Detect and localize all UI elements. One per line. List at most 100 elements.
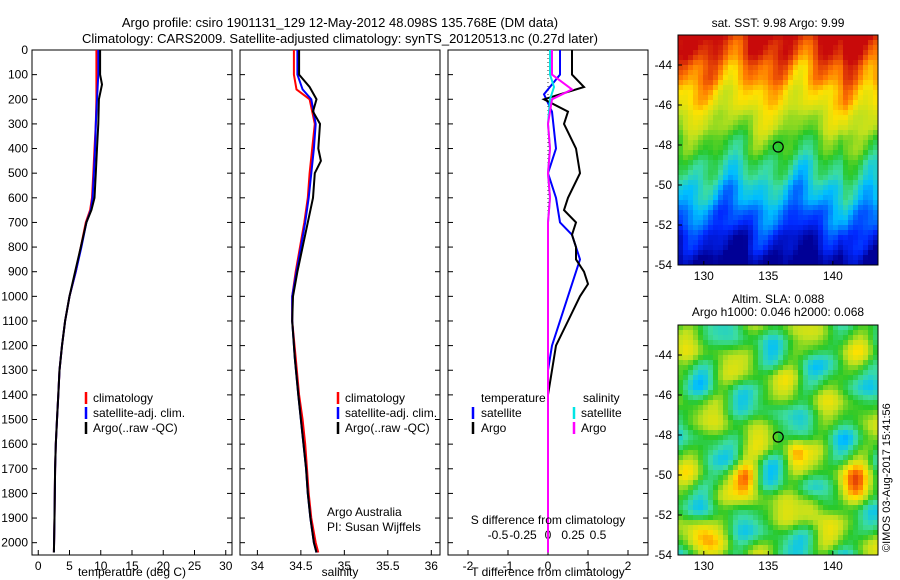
heatmap-cell xyxy=(783,520,789,526)
heatmap-cell xyxy=(723,355,729,361)
heatmap-cell xyxy=(788,120,794,126)
heatmap-cell xyxy=(723,340,729,346)
heatmap-cell xyxy=(733,380,739,386)
heatmap-cell xyxy=(863,155,869,161)
heatmap-cell xyxy=(688,205,694,211)
heatmap-cell xyxy=(783,165,789,171)
heatmap-cell xyxy=(778,130,784,136)
heatmap-cell xyxy=(813,100,819,106)
heatmap-cell xyxy=(813,45,819,51)
heatmap-cell xyxy=(868,415,874,421)
heatmap-cell xyxy=(728,495,734,501)
heatmap-cell xyxy=(828,515,834,521)
heatmap-cell xyxy=(783,415,789,421)
heatmap-cell xyxy=(678,225,684,231)
heatmap-cell xyxy=(703,55,709,61)
heatmap-cell xyxy=(793,255,799,261)
heatmap-cell xyxy=(863,455,869,461)
heatmap-cell xyxy=(723,470,729,476)
heatmap-cell xyxy=(823,135,829,141)
heatmap-cell xyxy=(693,95,699,101)
heatmap-cell xyxy=(718,105,724,111)
heatmap-cell xyxy=(778,155,784,161)
heatmap-cell xyxy=(713,50,719,56)
heatmap-cell xyxy=(748,230,754,236)
heatmap-cell xyxy=(718,130,724,136)
heatmap-cell xyxy=(808,335,814,341)
heatmap-cell xyxy=(733,480,739,486)
heatmap-cell xyxy=(868,105,874,111)
heatmap-cell xyxy=(753,515,759,521)
heatmap-cell xyxy=(678,440,684,446)
heatmap-cell xyxy=(683,190,689,196)
heatmap-cell xyxy=(723,170,729,176)
heatmap-cell xyxy=(783,235,789,241)
heatmap-cell xyxy=(808,260,814,266)
heatmap-cell xyxy=(688,240,694,246)
heatmap-cell xyxy=(853,500,859,506)
heatmap-cell xyxy=(753,40,759,46)
heatmap-cell xyxy=(828,440,834,446)
heatmap-cell xyxy=(718,190,724,196)
heatmap-cell xyxy=(803,170,809,176)
heatmap-cell xyxy=(753,480,759,486)
heatmap-cell xyxy=(818,535,824,541)
heatmap-cell xyxy=(853,335,859,341)
heatmap-cell xyxy=(848,90,854,96)
heatmap-cell xyxy=(733,425,739,431)
heatmap-cell xyxy=(798,100,804,106)
heatmap-cell xyxy=(698,445,704,451)
heatmap-cell xyxy=(863,410,869,416)
heatmap-cell xyxy=(768,45,774,51)
heatmap-cell xyxy=(808,210,814,216)
heatmap-cell xyxy=(753,400,759,406)
heatmap-cell xyxy=(828,535,834,541)
heatmap-cell xyxy=(693,530,699,536)
heatmap-cell xyxy=(828,365,834,371)
heatmap-cell xyxy=(743,105,749,111)
heatmap-cell xyxy=(838,140,844,146)
sst-map-title: sat. SST: 9.98 Argo: 9.99 xyxy=(712,16,845,30)
heatmap-cell xyxy=(868,75,874,81)
heatmap-cell xyxy=(863,360,869,366)
heatmap-cell xyxy=(728,405,734,411)
heatmap-cell xyxy=(718,95,724,101)
heatmap-cell xyxy=(728,140,734,146)
heatmap-cell xyxy=(723,80,729,86)
heatmap-cell xyxy=(763,505,769,511)
heatmap-cell xyxy=(718,245,724,251)
heatmap-cell xyxy=(703,125,709,131)
heatmap-cell xyxy=(863,55,869,61)
heatmap-cell xyxy=(758,455,764,461)
heatmap-cell xyxy=(838,190,844,196)
heatmap-cell xyxy=(783,445,789,451)
heatmap-cell xyxy=(808,410,814,416)
heatmap-cell xyxy=(768,470,774,476)
heatmap-cell xyxy=(858,355,864,361)
y-tick-label: 100 xyxy=(8,68,28,82)
heatmap-cell xyxy=(748,245,754,251)
heatmap-cell xyxy=(793,180,799,186)
heatmap-cell xyxy=(758,385,764,391)
heatmap-cell xyxy=(738,85,744,91)
heatmap-cell xyxy=(723,465,729,471)
heatmap-cell xyxy=(808,350,814,356)
heatmap-cell xyxy=(688,250,694,256)
heatmap-cell xyxy=(798,220,804,226)
heatmap-cell xyxy=(813,185,819,191)
heatmap-cell xyxy=(758,120,764,126)
heatmap-cell xyxy=(818,120,824,126)
heatmap-cell xyxy=(713,530,719,536)
heatmap-cell xyxy=(813,80,819,86)
heatmap-cell xyxy=(698,355,704,361)
heatmap-cell xyxy=(703,370,709,376)
heatmap-cell xyxy=(698,465,704,471)
heatmap-cell xyxy=(723,145,729,151)
heatmap-cell xyxy=(803,50,809,56)
heatmap-cell xyxy=(733,355,739,361)
heatmap-cell xyxy=(783,375,789,381)
heatmap-cell xyxy=(758,435,764,441)
heatmap-cell xyxy=(773,235,779,241)
heatmap-cell xyxy=(838,215,844,221)
